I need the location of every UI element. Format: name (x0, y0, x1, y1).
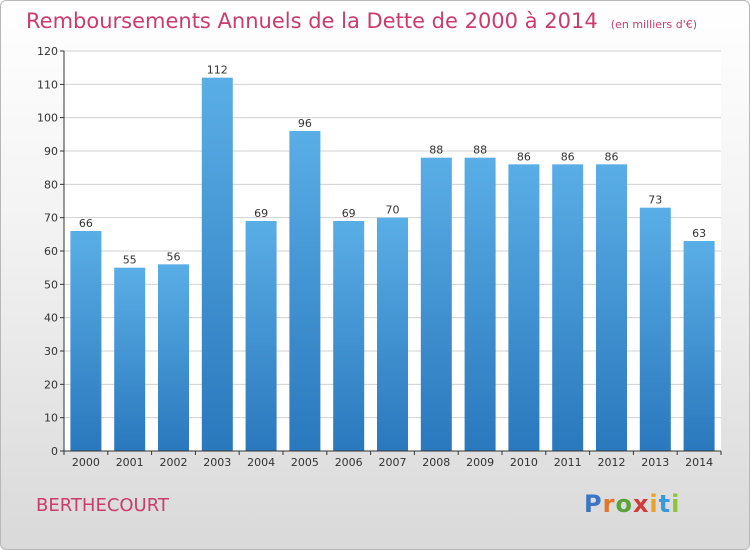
y-tick-label: 0 (51, 445, 58, 458)
x-tick-label: 2007 (379, 456, 407, 469)
y-tick-label: 50 (44, 278, 58, 291)
bar (552, 164, 584, 452)
x-tick-label: 2008 (422, 456, 450, 469)
y-tick-label: 90 (44, 145, 58, 158)
bar (245, 221, 277, 451)
brand-logo-letter: P (584, 490, 603, 518)
brand-logo-letter: t (658, 490, 672, 518)
y-tick-label: 120 (37, 45, 58, 58)
data-label: 56 (167, 250, 181, 263)
x-tick-label: 2012 (598, 456, 626, 469)
data-label: 88 (429, 144, 443, 157)
bar (158, 264, 189, 451)
data-label: 86 (517, 150, 531, 163)
x-tick-label: 2000 (72, 456, 100, 469)
bar (683, 241, 715, 451)
bar (289, 131, 321, 451)
bar (377, 217, 408, 451)
x-tick-label: 2003 (203, 456, 231, 469)
y-tick-label: 110 (37, 78, 58, 91)
y-tick-label: 80 (44, 178, 58, 191)
data-label: 63 (692, 227, 706, 240)
data-label: 112 (207, 64, 228, 77)
brand-logo-letter: i (649, 490, 659, 518)
title-line: Remboursements Annuels de la Dette de 20… (26, 9, 697, 33)
y-tick-label: 70 (44, 212, 58, 225)
data-label: 96 (298, 117, 312, 130)
x-tick-label: 2013 (641, 456, 669, 469)
data-label: 86 (605, 150, 619, 163)
x-tick-label: 2006 (335, 456, 363, 469)
data-label: 70 (386, 204, 400, 217)
brand-logo-letter: x (632, 490, 650, 518)
brand-logo-letter: r (602, 490, 616, 518)
data-label: 66 (79, 217, 93, 230)
x-tick-label: 2004 (247, 456, 275, 469)
data-label: 69 (342, 207, 356, 220)
y-tick-label: 60 (44, 245, 58, 258)
data-label: 86 (561, 150, 575, 163)
x-tick-label: 2002 (160, 456, 188, 469)
data-label: 88 (473, 144, 487, 157)
bar (70, 231, 102, 451)
y-tick-label: 10 (44, 412, 58, 425)
bar (420, 157, 452, 451)
chart-title: Remboursements Annuels de la Dette de 20… (26, 9, 598, 33)
commune-name: BERTHECOURT (36, 495, 169, 516)
brand-logo-letter: i (671, 490, 681, 518)
y-tick-label: 40 (44, 312, 58, 325)
x-tick-label: 2014 (685, 456, 713, 469)
y-tick-label: 30 (44, 345, 58, 358)
bar (596, 164, 627, 452)
bar (201, 77, 233, 452)
x-tick-label: 2009 (466, 456, 494, 469)
bar (508, 164, 540, 452)
x-tick-label: 2005 (291, 456, 319, 469)
data-label: 69 (254, 207, 268, 220)
bar (333, 221, 365, 451)
bar (464, 157, 496, 451)
x-tick-label: 2010 (510, 456, 538, 469)
brand-logo: Proxiti (584, 490, 680, 518)
y-tick-label: 20 (44, 378, 58, 391)
chart-unit: (en milliers d'€) (610, 18, 698, 31)
data-label: 73 (648, 194, 662, 207)
data-label: 55 (123, 254, 137, 267)
brand-logo-letter: o (615, 490, 633, 518)
x-tick-label: 2011 (554, 456, 582, 469)
x-tick-label: 2001 (116, 456, 144, 469)
y-tick-label: 100 (37, 112, 58, 125)
bar (639, 207, 671, 451)
bar (114, 267, 146, 451)
